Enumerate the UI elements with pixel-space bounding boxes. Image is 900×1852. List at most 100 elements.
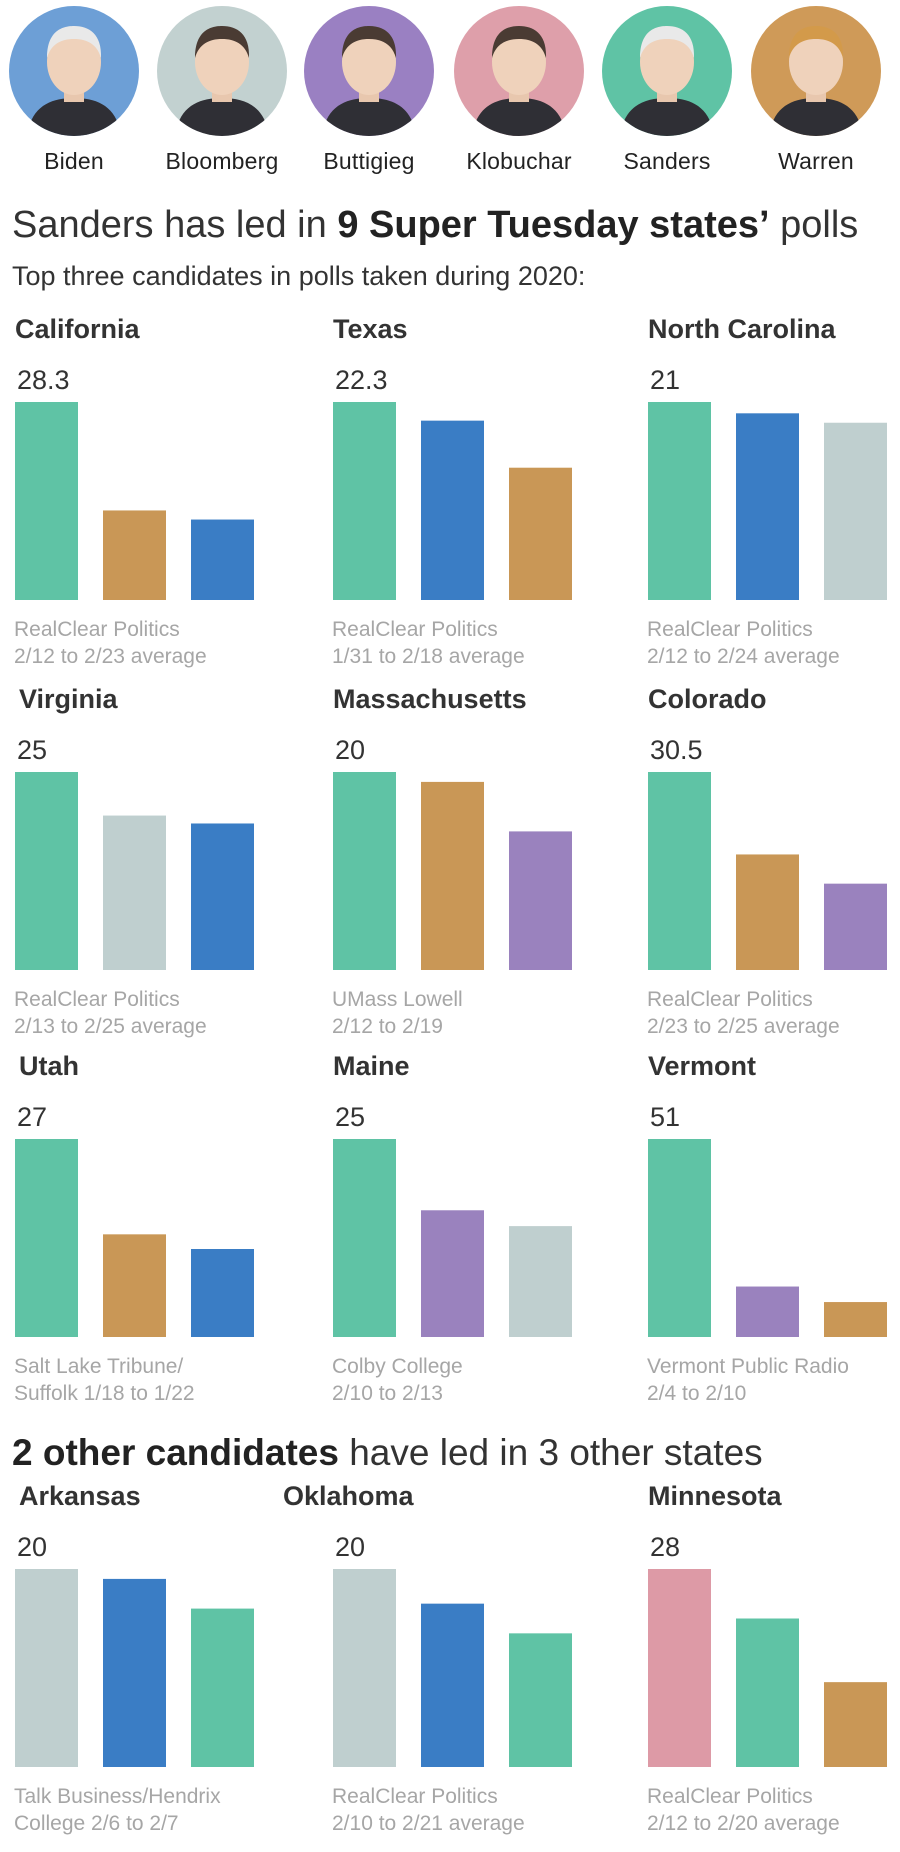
state-chart-vermont: Vermont 51 Vermont Public Radio 2/4 to 2/10	[647, 1051, 887, 1405]
person-silhouette-icon	[620, 26, 714, 136]
candidate-legend: Biden Bloomberg Buttigieg Klobuchar Sanders W…	[0, 0, 900, 180]
source-note: RealClear Politics	[14, 618, 180, 641]
state-chart-california: California 28.3 RealClear Politics 2/12 to …	[14, 314, 254, 668]
candidate-sanders: Sanders	[597, 6, 737, 175]
bar-warren	[103, 1234, 166, 1337]
bar-warren	[509, 467, 572, 600]
value-label: 25	[335, 1102, 365, 1132]
bar-sanders	[333, 1139, 396, 1337]
chart-title: Colorado	[648, 684, 767, 714]
candidate-portrait	[751, 6, 881, 136]
candidate-name: Warren	[778, 148, 854, 174]
bar-sanders	[648, 402, 711, 600]
source-note: RealClear Politics	[332, 1785, 498, 1808]
bar-bloomberg	[824, 422, 887, 600]
chart-title: Vermont	[648, 1051, 756, 1081]
source-note: 2/13 to 2/25 average	[14, 1015, 207, 1038]
source-note: RealClear Politics	[332, 618, 498, 641]
value-label: 28.3	[17, 365, 70, 395]
headline-text: Sanders has led in	[12, 204, 338, 246]
chart-title: Arkansas	[19, 1481, 141, 1511]
source-note: 2/10 to 2/21 average	[332, 1812, 525, 1835]
state-chart-maine: Maine 25 Colby College 2/10 to 2/13	[332, 1051, 572, 1405]
person-silhouette-icon	[175, 26, 269, 136]
bar-warren	[421, 781, 484, 970]
headline-text-end: polls	[769, 204, 859, 246]
bar-warren	[736, 854, 799, 970]
source-note: Suffolk 1/18 to 1/22	[14, 1382, 195, 1405]
bar-bloomberg	[103, 815, 166, 970]
bar-sanders	[15, 402, 78, 600]
person-silhouette-icon	[322, 26, 416, 136]
candidate-klobuchar: Klobuchar	[449, 6, 589, 175]
chart-title: Minnesota	[648, 1481, 782, 1511]
bar-klobuchar	[648, 1569, 711, 1767]
state-chart-oklahoma: Oklahoma 20 RealClear Politics 2/10 to 2/21…	[283, 1481, 572, 1835]
value-label: 21	[650, 365, 680, 395]
chart-title: Maine	[333, 1051, 410, 1081]
candidate-portrait	[157, 6, 287, 136]
bar-biden	[191, 1249, 254, 1337]
source-note: Vermont Public Radio	[647, 1355, 849, 1378]
bar-sanders	[648, 1139, 711, 1337]
chart-title: California	[15, 314, 141, 344]
bar-bloomberg	[509, 1226, 572, 1337]
state-chart-utah: Utah 27 Salt Lake Tribune/Suffolk 1/18 to …	[14, 1051, 254, 1405]
person-silhouette-icon	[27, 26, 121, 136]
candidate-biden: Biden	[4, 6, 144, 175]
candidate-name: Buttigieg	[323, 148, 415, 174]
candidate-name: Bloomberg	[165, 148, 279, 174]
source-note: 2/10 to 2/13	[332, 1382, 443, 1405]
bar-sanders	[509, 1633, 572, 1767]
chart-title: North Carolina	[648, 314, 836, 344]
value-label: 25	[17, 735, 47, 765]
source-note: RealClear Politics	[14, 988, 180, 1011]
state-chart-colorado: Colorado 30.5 RealClear Politics 2/23 to 2/…	[647, 684, 887, 1038]
bar-sanders	[15, 772, 78, 970]
bar-warren	[103, 510, 166, 600]
headline-emphasis: 9 Super Tuesday states’	[337, 204, 770, 246]
section-headline: 2 other candidates have led in 3 other s…	[12, 1432, 763, 1474]
chart-title: Massachusetts	[333, 684, 527, 714]
state-chart-virginia: Virginia 25 RealClear Politics 2/13 to 2/25…	[14, 684, 254, 1038]
bar-sanders	[333, 772, 396, 970]
bar-biden	[103, 1578, 166, 1767]
subheadline: Top three candidates in polls taken duri…	[12, 261, 586, 291]
candidate-portrait	[602, 6, 732, 136]
chart-title: Utah	[19, 1051, 79, 1081]
source-note: 2/12 to 2/20 average	[647, 1812, 840, 1835]
bar-buttigieg	[421, 1210, 484, 1337]
state-chart-north-carolina: North Carolina 21 RealClear Politics 2/12 t…	[647, 314, 887, 668]
chart-title: Texas	[333, 314, 408, 344]
bar-sanders	[191, 1608, 254, 1767]
source-note: RealClear Politics	[647, 988, 813, 1011]
source-note: 2/12 to 2/24 average	[647, 645, 840, 668]
source-note: 2/4 to 2/10	[647, 1382, 746, 1405]
value-label: 22.3	[335, 365, 388, 395]
person-silhouette-icon	[472, 26, 566, 136]
state-chart-arkansas: Arkansas 20 Talk Business/Hendrix College 2…	[14, 1481, 254, 1835]
section-headline-text: have led in 3 other states	[338, 1432, 763, 1473]
section-headline-emphasis: 2 other candidates	[12, 1432, 339, 1473]
candidate-portrait	[9, 6, 139, 136]
bar-sanders	[15, 1139, 78, 1337]
source-note: Talk Business/Hendrix	[14, 1785, 221, 1808]
candidate-buttigieg: Buttigieg	[299, 6, 439, 175]
state-chart-minnesota: Minnesota 28 RealClear Politics 2/12 to 2/2…	[647, 1481, 887, 1835]
value-label: 30.5	[650, 735, 703, 765]
source-note: RealClear Politics	[647, 618, 813, 641]
state-chart-texas: Texas 22.3 RealClear Politics 1/31 to 2/18 …	[332, 314, 572, 668]
state-chart-massachusetts: Massachusetts 20 UMass Lowell 2/12 to 2/19	[332, 684, 572, 1038]
source-note: UMass Lowell	[332, 988, 463, 1011]
source-note: Salt Lake Tribune/	[14, 1355, 183, 1378]
source-note: Colby College	[332, 1355, 463, 1378]
bar-biden	[191, 519, 254, 600]
candidate-name: Sanders	[623, 148, 711, 174]
candidate-portrait	[304, 6, 434, 136]
value-label: 20	[17, 1532, 47, 1562]
source-note: College 2/6 to 2/7	[14, 1812, 179, 1835]
value-label: 20	[335, 735, 365, 765]
candidate-name: Klobuchar	[466, 148, 572, 174]
candidate-warren: Warren	[746, 6, 886, 175]
